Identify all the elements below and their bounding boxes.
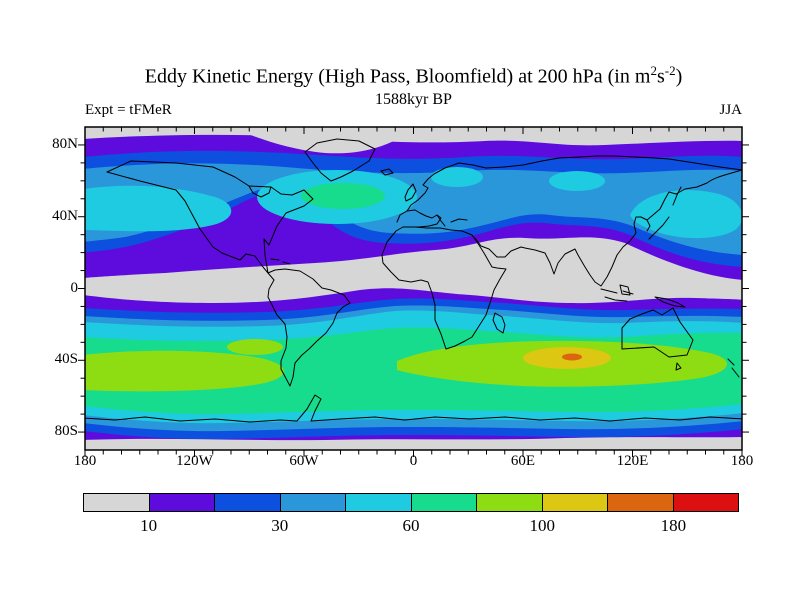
colorbar: [83, 493, 739, 512]
contour-polar-cap-antarctic: [85, 437, 742, 450]
coast-iceland: [380, 168, 394, 176]
lon-tick-label: 120E: [616, 453, 649, 469]
lon-tick-label: 180: [73, 453, 97, 469]
colorbar-label: 180: [660, 516, 687, 535]
contour-max-newfoundland: [301, 183, 385, 209]
contour-core-nwpacific: [630, 189, 742, 239]
title-superscript-2: 2: [650, 63, 657, 78]
contour-core-scandinavia: [431, 167, 483, 187]
colorbar-cell: [214, 493, 281, 512]
colorbar-cell: [607, 493, 674, 512]
coast-korea-japan-sakhalin: [646, 186, 682, 240]
subtitle-date: 1588kyr BP: [375, 91, 452, 108]
colorbar-cell: [83, 493, 150, 512]
contour-fill-layers: [85, 127, 742, 450]
colorbar-cell: [541, 493, 608, 512]
lon-tick-label: 60E: [510, 453, 536, 469]
title-unit-s: s: [656, 65, 665, 88]
contour-max-spacific-tongue: [227, 339, 283, 355]
colorbar-label: 100: [529, 516, 555, 535]
colorbar-label: 30: [271, 516, 289, 535]
colorbar-cell: [279, 493, 346, 512]
coast-italy: [436, 214, 468, 227]
lat-tick-label: 0: [70, 279, 79, 296]
coast-eurasia-north: [406, 155, 742, 212]
lon-tick-label: 0: [409, 453, 418, 469]
coast-new-zealand: [727, 358, 740, 378]
coast-caribbean: [270, 258, 291, 265]
title-superscript-minus2: -2: [664, 63, 676, 78]
coast-asia-south-east: [474, 169, 742, 287]
colorbar-cell: [476, 493, 543, 512]
lat-tick-label: 40N: [52, 207, 78, 224]
lon-tick-label: 180: [730, 453, 754, 469]
colorbar-cell: [672, 493, 739, 512]
map-frame: [84, 126, 743, 451]
coastlines: [85, 138, 742, 423]
contour-map-svg: [78, 126, 749, 457]
colorbar-label: 10: [140, 516, 158, 535]
contour-core-siberia: [549, 171, 605, 191]
coast-madagascar: [492, 312, 506, 334]
title-close-paren: ): [675, 65, 683, 88]
colorbar-cell: [410, 493, 477, 512]
coast-africa: [381, 226, 507, 350]
lat-tick-label: 80S: [54, 423, 78, 440]
coast-tasmania: [675, 362, 682, 371]
page-title: Eddy Kinetic Energy (High Pass, Bloomfie…: [85, 63, 742, 89]
coast-greenland: [304, 138, 376, 182]
coast-australia: [621, 307, 694, 358]
map-plot: [75, 117, 752, 460]
coast-iberia-mediterranean: [396, 209, 442, 228]
coast-south-america: [267, 268, 351, 387]
coast-north-america: [106, 160, 314, 274]
contour-max-spacific: [85, 350, 284, 392]
coast-hudson-bay: [248, 185, 272, 198]
lon-tick-label: 60W: [289, 453, 319, 469]
coast-antarctica: [85, 394, 742, 423]
coast-indonesia: [600, 284, 634, 302]
season-label: JJA: [719, 102, 742, 118]
colorbar-label: 60: [402, 516, 420, 535]
colorbar-cell: [148, 493, 215, 512]
lat-tick-label: 80N: [52, 135, 78, 152]
lat-tick-label: 40S: [54, 351, 78, 368]
contour-polar-cap-greenland: [230, 127, 405, 154]
lon-tick-label: 120W: [176, 453, 213, 469]
coast-uk: [404, 183, 417, 202]
contour-max-sindian-orange: [562, 353, 582, 361]
title-text: Eddy Kinetic Energy (High Pass, Bloomfie…: [144, 65, 651, 88]
coast-new-guinea: [654, 296, 686, 308]
experiment-label: Expt = tFMeR: [85, 102, 172, 118]
colorbar-cell: [345, 493, 412, 512]
